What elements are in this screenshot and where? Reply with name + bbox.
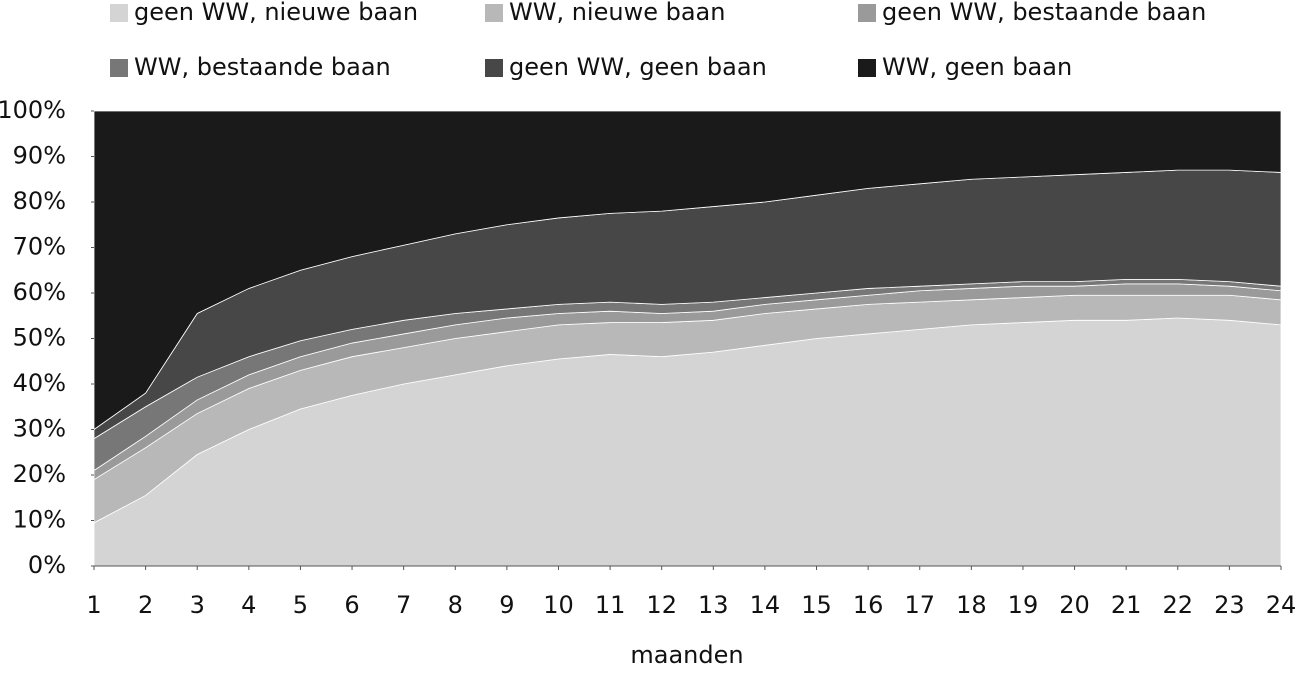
x-tick-label: 17 [904, 591, 935, 619]
y-tick-label: 30% [13, 415, 66, 443]
legend-swatch [110, 59, 128, 77]
legend-swatch [110, 4, 128, 22]
legend-swatch [858, 4, 876, 22]
legend-label: WW, geen baan [882, 53, 1072, 81]
y-tick-label: 90% [13, 142, 66, 170]
x-tick-label: 16 [853, 591, 884, 619]
y-tick-label: 50% [13, 324, 66, 352]
x-tick-label: 5 [293, 591, 308, 619]
y-tick-label: 100% [0, 96, 66, 124]
x-tick-label: 9 [499, 591, 514, 619]
legend-label: WW, nieuwe baan [509, 0, 725, 26]
x-tick-label: 21 [1111, 591, 1142, 619]
x-tick-label: 4 [241, 591, 256, 619]
x-tick-label: 2 [138, 591, 153, 619]
x-tick-label: 1 [86, 591, 101, 619]
x-tick-label: 10 [543, 591, 574, 619]
x-tick-label: 12 [646, 591, 677, 619]
x-tick-label: 14 [750, 591, 781, 619]
legend-label: WW, bestaande baan [134, 53, 391, 81]
x-tick-label: 15 [801, 591, 832, 619]
y-tick-label: 40% [13, 369, 66, 397]
legend-swatch [485, 59, 503, 77]
x-tick-label: 6 [344, 591, 359, 619]
legend-swatch [485, 4, 503, 22]
y-tick-label: 20% [13, 460, 66, 488]
area [93, 110, 1282, 431]
y-tick-label: 80% [13, 187, 66, 215]
x-tick-label: 20 [1059, 591, 1090, 619]
x-tick-label: 7 [396, 591, 411, 619]
y-tick-label: 60% [13, 278, 66, 306]
x-tick-label: 8 [448, 591, 463, 619]
x-tick-label: 23 [1214, 591, 1245, 619]
legend-label: geen WW, nieuwe baan [134, 0, 418, 26]
legend-swatch [858, 59, 876, 77]
x-axis-label: maanden [630, 641, 743, 669]
legend-label: geen WW, geen baan [509, 53, 767, 81]
y-tick-label: 70% [13, 233, 66, 261]
x-tick-label: 3 [190, 591, 205, 619]
legend-label: geen WW, bestaande baan [882, 0, 1206, 26]
x-tick-label: 19 [1008, 591, 1039, 619]
x-tick-label: 18 [956, 591, 987, 619]
x-tick-label: 22 [1163, 591, 1194, 619]
y-tick-label: 10% [13, 506, 66, 534]
x-tick-label: 13 [698, 591, 729, 619]
y-tick-label: 0% [28, 551, 66, 579]
x-tick-label: 24 [1266, 591, 1297, 619]
x-tick-label: 11 [595, 591, 626, 619]
